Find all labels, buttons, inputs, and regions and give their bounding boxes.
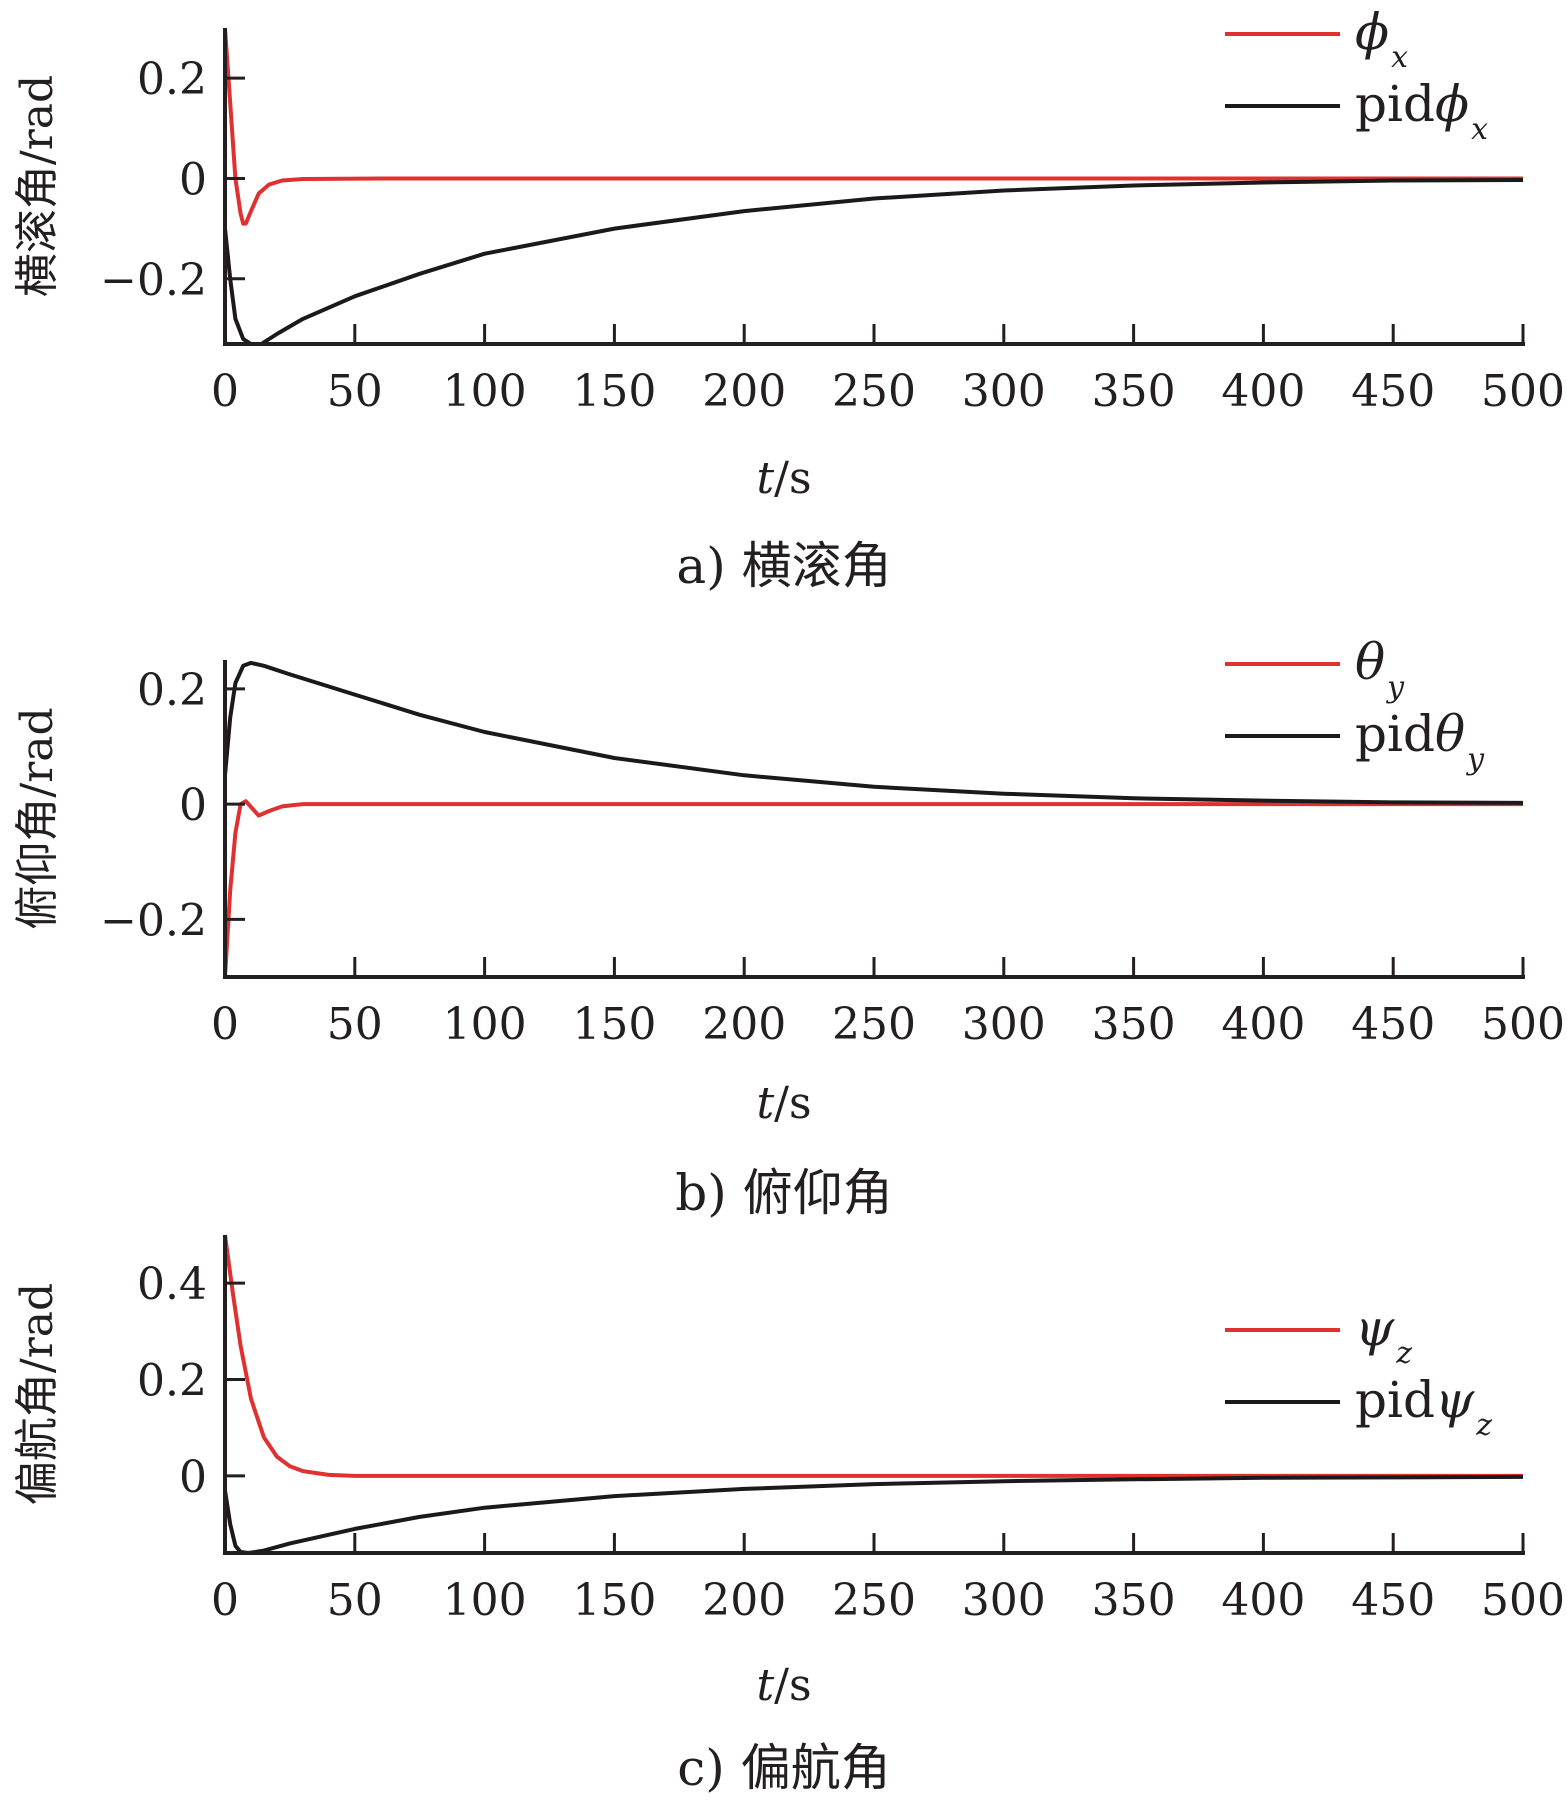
x-tick-label: 0 [211,999,239,1050]
x-tick-label: 350 [1092,366,1176,417]
y-tick-label: 0 [179,780,207,831]
legend-prefix: pid [1355,75,1435,133]
x-axis-label: t/s [756,1078,811,1129]
legend-symbol: θ [1355,633,1385,691]
legend-entry: ϕx [1355,3,1408,75]
series-line-z-response [223,1234,1523,1478]
x-tick-label: 400 [1221,999,1305,1050]
x-tick-label: 0 [211,1575,239,1626]
x-tick-label: 100 [443,366,527,417]
legend-symbol: ϕ [1355,3,1389,61]
subplot-caption: b) 俯仰角 [675,1164,892,1222]
legend-symbol: ψ [1355,1299,1395,1357]
x-tick-label: 300 [962,999,1046,1050]
subplot-caption: c) 偏航角 [677,1739,890,1797]
legend-entry: θy [1355,633,1405,705]
legend-entry: pidϕx [1355,75,1488,147]
y-tick-label: 0 [179,1452,207,1503]
legend-symbol: θ [1435,705,1465,763]
y-axis-label: 横滚角/rad [12,75,63,297]
x-axis-label-var: t [756,1660,774,1711]
x-tick-label: 350 [1092,999,1176,1050]
legend-prefix: pid [1355,1371,1435,1429]
x-tick-label: 500 [1481,366,1565,417]
legend-prefix: pid [1355,705,1435,763]
x-tick-label: 250 [832,999,916,1050]
subplot-2: 0 50 100 150 200 250 300 350 400 450 500 0.2 0 −0.2 俯仰… [12,633,1565,1222]
x-tick-label: 200 [702,1575,786,1626]
legend-subscript: x [1471,112,1488,147]
x-axis-label: t/s [756,1660,811,1711]
legend-subscript: z [1475,1408,1492,1443]
series-line-x-response [223,27,1523,226]
series-line-pidz-pid [223,1474,1524,1555]
x-tick-label: 0 [211,366,239,417]
x-axis-label-unit: /s [774,1660,811,1711]
legend-subscript: z [1395,1336,1412,1371]
x-tick-label: 400 [1221,1575,1305,1626]
subplot-caption: a) 横滚角 [676,537,891,595]
x-tick-label: 500 [1481,999,1565,1050]
legend-entry: pidθy [1355,705,1485,777]
y-tick-label: 0.2 [137,665,207,716]
x-tick-label: 400 [1221,366,1305,417]
x-tick-label: 250 [832,366,916,417]
y-tick-label: −0.2 [100,255,207,306]
x-axis-label-unit: /s [774,1078,811,1129]
series-line-y-response [223,799,1523,978]
x-tick-label: 50 [327,366,383,417]
legend-subscript: y [1385,670,1405,705]
series-line-pidy-pid [223,660,1524,805]
y-axis-label: 俯仰角/rad [12,707,63,929]
x-axis-label-var: t [756,453,774,504]
y-axis-label: 偏航角/rad [12,1283,63,1505]
x-tick-label: 300 [962,1575,1046,1626]
x-tick-label: 150 [572,1575,656,1626]
x-tick-label: 450 [1351,999,1435,1050]
subplot-3: 0 50 100 150 200 250 300 350 400 450 500 0.4 0.2 0 偏航角… [12,1234,1565,1797]
legend-symbol: ϕ [1435,75,1469,133]
x-axis-label: t/s [756,453,811,504]
x-tick-label: 450 [1351,366,1435,417]
x-tick-label: 100 [443,999,527,1050]
y-tick-label: 0.2 [137,1356,207,1407]
x-tick-label: 350 [1092,1575,1176,1626]
x-tick-label: 500 [1481,1575,1565,1626]
series-line-pidx-pid [223,178,1524,346]
x-axis-label-var: t [756,1078,774,1129]
x-tick-label: 450 [1351,1575,1435,1626]
x-tick-label: 200 [702,999,786,1050]
legend-subscript: x [1391,40,1408,75]
x-tick-label: 150 [572,999,656,1050]
x-tick-label: 150 [572,366,656,417]
y-tick-label: −0.2 [100,895,207,946]
legend-subscript: y [1465,742,1485,777]
y-tick-label: 0.4 [137,1259,207,1310]
subplot-1: 0 50 100 150 200 250 300 350 400 450 500 0.2 0 −0.2 横滚… [12,3,1565,595]
x-tick-label: 100 [443,1575,527,1626]
x-tick-label: 300 [962,366,1046,417]
legend-entry: ψz [1355,1299,1412,1371]
y-tick-label: 0.2 [137,54,207,105]
x-tick-label: 250 [832,1575,916,1626]
x-axis-label-unit: /s [774,453,811,504]
legend-symbol: ψ [1435,1371,1475,1429]
x-tick-label: 50 [327,1575,383,1626]
x-tick-label: 200 [702,366,786,417]
x-tick-label: 50 [327,999,383,1050]
legend-entry: pidψz [1355,1371,1492,1443]
y-tick-label: 0 [179,154,207,205]
